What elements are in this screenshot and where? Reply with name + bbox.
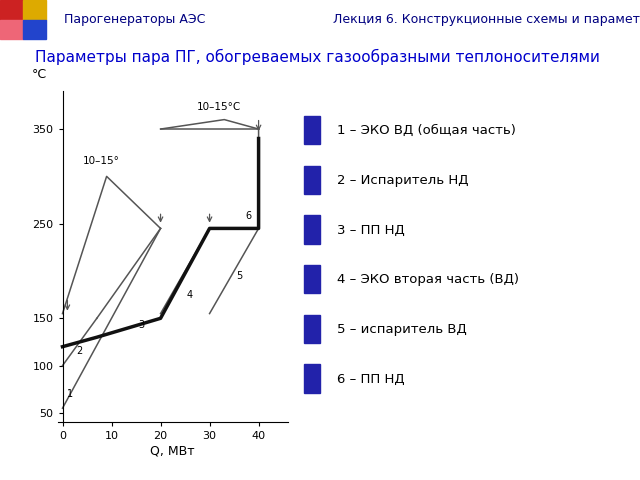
Text: Лекция 6. Конструкционные схемы и параметры ПГ: Лекция 6. Конструкционные схемы и параме… [333,13,640,26]
Bar [304,216,320,243]
Text: 3 – ПП НД: 3 – ПП НД [337,224,405,237]
Y-axis label: °C: °C [31,68,47,81]
Bar [304,166,320,194]
Bar [304,265,320,293]
Bar [304,315,320,343]
Bar [23,20,46,39]
Text: 4 – ЭКО вторая часть (ВД): 4 – ЭКО вторая часть (ВД) [337,274,520,287]
Text: 5 – испаритель ВД: 5 – испаритель ВД [337,323,467,336]
Bar [0,0,23,20]
Bar [304,116,320,144]
Text: 2: 2 [77,347,83,357]
Text: 2 – Испаритель НД: 2 – Испаритель НД [337,174,469,187]
Text: 3: 3 [138,320,144,330]
Text: 6: 6 [246,211,252,221]
Bar [304,364,320,393]
Bar [0,20,23,39]
Text: 5: 5 [236,271,242,281]
Text: 1 – ЭКО ВД (общая часть): 1 – ЭКО ВД (общая часть) [337,124,516,137]
Text: 10–15°C: 10–15°C [197,102,241,112]
Bar [23,0,46,20]
Text: 4: 4 [187,289,193,300]
Text: Параметры пара ПГ, обогреваемых газообразными теплоносителями: Параметры пара ПГ, обогреваемых газообра… [35,49,600,65]
Text: Парогенераторы АЭС: Парогенераторы АЭС [64,13,205,26]
Text: 1: 1 [67,389,73,399]
X-axis label: Q, МВт: Q, МВт [150,444,195,457]
Text: 10–15°: 10–15° [83,156,120,166]
Text: 6 – ПП НД: 6 – ПП НД [337,373,405,386]
